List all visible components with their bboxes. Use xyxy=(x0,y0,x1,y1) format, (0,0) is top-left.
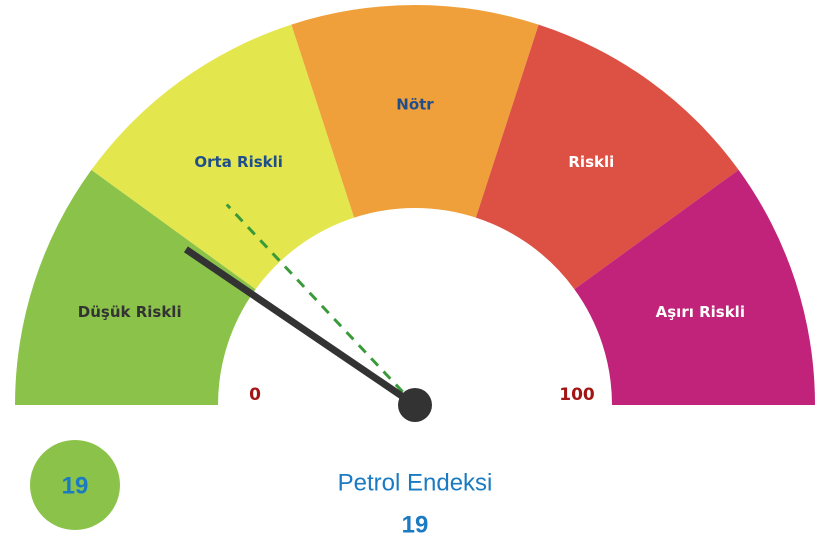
min-label: 0 xyxy=(249,385,261,405)
gauge-band xyxy=(291,5,539,218)
gauge-band xyxy=(91,24,355,290)
band-label: Aşırı Riskli xyxy=(656,303,745,321)
band-label: Düşük Riskli xyxy=(78,303,182,321)
needle xyxy=(183,246,417,408)
gauge-band xyxy=(15,169,256,405)
gauge-band xyxy=(574,169,815,405)
chart-title: Petrol Endeksi xyxy=(338,469,493,496)
band-label: Nötr xyxy=(396,96,434,114)
band-label: Riskli xyxy=(568,153,614,171)
band-label: Orta Riskli xyxy=(194,153,283,171)
needle-hub xyxy=(398,388,432,422)
gauge-band xyxy=(475,24,739,290)
gauge-value: 19 xyxy=(402,511,429,538)
value-badge xyxy=(30,440,120,530)
badge-value: 19 xyxy=(62,472,89,499)
max-label: 100 xyxy=(559,385,595,405)
reference-needle xyxy=(225,203,417,407)
